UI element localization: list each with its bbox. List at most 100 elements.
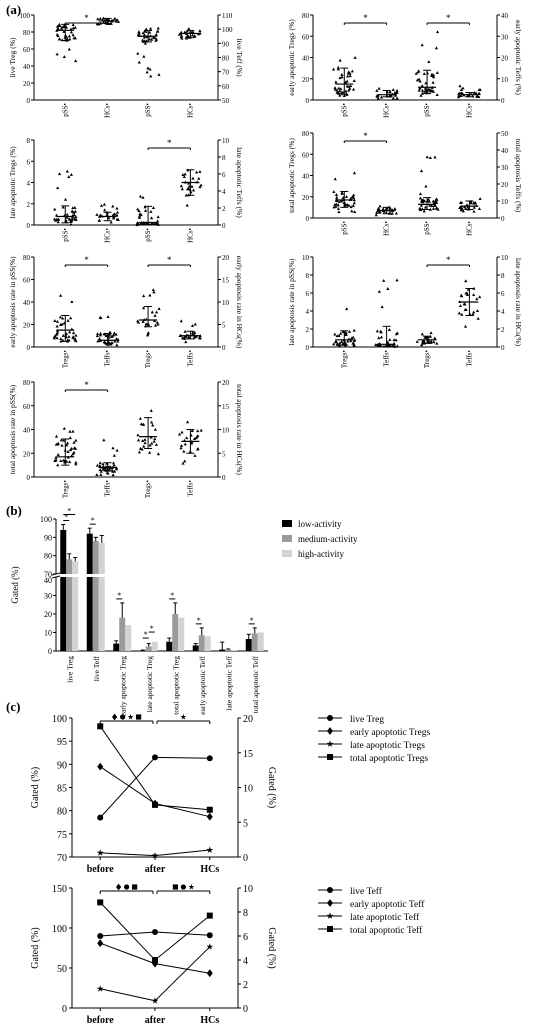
series-marker xyxy=(97,814,104,821)
data-point xyxy=(53,207,57,211)
data-point xyxy=(187,335,191,339)
significance-star: * xyxy=(446,255,451,265)
y2-axis-title: late apoptotic Teffs (%) xyxy=(235,147,244,218)
data-point xyxy=(152,290,156,294)
data-point xyxy=(337,86,341,90)
left-tick-label: 80 xyxy=(302,130,310,138)
data-point xyxy=(55,32,59,36)
data-point xyxy=(148,67,152,71)
data-point xyxy=(180,34,184,38)
data-point xyxy=(419,169,424,173)
data-point xyxy=(427,60,431,64)
x-tick-label: after xyxy=(145,1015,166,1026)
data-point xyxy=(99,469,103,473)
legend-marker xyxy=(326,740,334,747)
data-point xyxy=(68,460,72,464)
y-tick-label: 100 xyxy=(40,515,52,524)
data-point xyxy=(144,322,148,326)
right-tick-label: 0 xyxy=(222,344,226,352)
data-point xyxy=(153,36,157,40)
data-point xyxy=(432,204,436,208)
data-point xyxy=(95,332,100,336)
data-point xyxy=(137,214,142,218)
data-point xyxy=(426,340,431,344)
data-point xyxy=(179,184,183,188)
data-point xyxy=(423,205,428,209)
data-point xyxy=(153,427,157,431)
right-tick-label: 0 xyxy=(222,474,226,482)
data-point xyxy=(338,341,342,345)
data-point xyxy=(388,338,392,341)
significance-star: * xyxy=(170,591,174,600)
data-point xyxy=(142,294,146,298)
data-point xyxy=(478,88,482,92)
data-point xyxy=(332,190,336,193)
data-point xyxy=(142,444,146,448)
data-point xyxy=(344,194,349,198)
data-point xyxy=(422,72,426,76)
data-point xyxy=(435,30,440,34)
data-point xyxy=(472,293,476,296)
data-point xyxy=(458,304,463,308)
data-point xyxy=(435,71,439,74)
data-point xyxy=(426,197,431,201)
data-point xyxy=(73,446,78,450)
right-tick-label: 6 xyxy=(243,932,248,943)
bar xyxy=(113,643,120,651)
data-point xyxy=(139,422,143,426)
data-point xyxy=(101,462,105,466)
data-point xyxy=(73,206,77,209)
data-point xyxy=(55,52,59,56)
data-point xyxy=(141,306,146,310)
data-point xyxy=(419,93,423,97)
bar xyxy=(145,646,152,651)
x-tick-label: HCs• xyxy=(383,102,391,117)
data-point xyxy=(183,329,187,333)
data-point xyxy=(196,429,200,433)
bar xyxy=(60,577,67,651)
significance-star: * xyxy=(117,591,121,600)
scatter-panel-a2: 0 20 40 60 80 0 10 20 30 40 early apoptotic Tregs … xyxy=(287,12,523,118)
data-point xyxy=(59,293,63,297)
data-point xyxy=(472,209,476,213)
line-chart-c2: 0 50 100 150 0 2 4 6 8 10 Gated (%) Gated (%) before… xyxy=(30,883,425,1026)
data-point xyxy=(185,203,189,207)
data-point xyxy=(136,51,140,55)
x-tick-label: pSS• xyxy=(144,227,152,241)
data-point xyxy=(192,437,197,441)
data-point xyxy=(115,213,119,217)
series-marker xyxy=(206,943,214,950)
left-tick-label: 60 xyxy=(302,151,310,159)
data-point xyxy=(56,463,60,467)
data-point xyxy=(157,307,161,310)
scatter-panel-a7: 0 20 40 60 80 0 5 10 15 20 total apoptosis rate in… xyxy=(8,379,244,498)
data-point xyxy=(393,344,397,348)
data-point xyxy=(61,334,65,337)
right-tick-label: 50 xyxy=(222,97,230,105)
data-point xyxy=(136,438,141,442)
left-tick-label: 150 xyxy=(52,884,67,895)
data-point xyxy=(183,172,187,176)
left-tick-label: 8 xyxy=(27,137,31,145)
x-tick-label: HCs• xyxy=(465,102,473,117)
left-tick-label: 10 xyxy=(302,254,310,262)
data-point xyxy=(60,443,64,447)
y-axis-title: early apoptosis rate in pSS(%) xyxy=(8,256,17,348)
data-point xyxy=(345,79,349,83)
data-point xyxy=(375,94,379,98)
left-tick-label: 4 xyxy=(306,308,310,316)
data-point xyxy=(457,92,461,95)
data-point xyxy=(180,430,184,434)
scatter-panel-a6: 0 2 4 6 8 10 0 2 4 6 8 10 late apoptosis rate in pSS… xyxy=(287,254,523,368)
left-tick-label: 2 xyxy=(27,201,31,209)
right-tick-label: 80 xyxy=(222,55,230,63)
data-point xyxy=(109,220,113,224)
data-point xyxy=(67,175,71,179)
data-point xyxy=(347,70,351,74)
significance-star: * xyxy=(446,13,451,23)
data-point xyxy=(99,472,103,476)
significance-star: * xyxy=(67,507,71,516)
data-point xyxy=(463,308,467,311)
data-point xyxy=(338,76,342,80)
data-point xyxy=(136,433,140,437)
